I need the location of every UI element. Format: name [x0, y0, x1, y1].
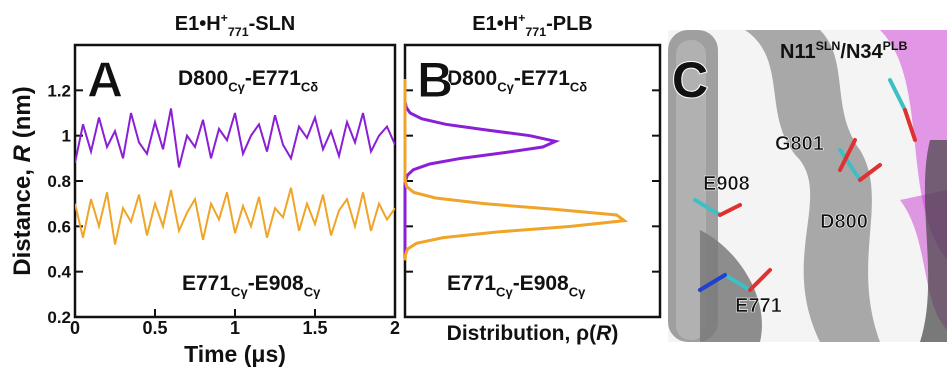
text-part: E771: [182, 272, 231, 295]
text-part: /N34: [840, 41, 883, 63]
y-tick-label: 0.6: [47, 217, 71, 236]
chart-title: E1•H+771-SLN: [175, 11, 296, 39]
x-tick-label: 0: [70, 318, 80, 338]
text-part: Distance,: [9, 162, 36, 275]
text-part: -E771: [245, 67, 301, 90]
x-axis-label: Time (μs): [184, 341, 286, 367]
text-part: Cγ: [304, 284, 321, 299]
panel-label: A: [87, 52, 123, 108]
text-part: SLN: [816, 39, 841, 53]
text-part: -E908: [513, 272, 569, 295]
text-part: D800: [447, 67, 497, 90]
y-axis-label: Distance, R (nm): [9, 86, 36, 275]
text-part: Distribution, ρ(: [447, 322, 596, 345]
text-part: R: [9, 144, 36, 162]
text-part: E1•H: [175, 13, 221, 35]
series-line: [75, 108, 395, 167]
text-part: Cγ: [496, 284, 513, 299]
text-part: PLB: [883, 39, 908, 53]
text-part: N11: [780, 41, 816, 63]
series-line: [75, 188, 395, 245]
y-tick-label: 1: [62, 127, 71, 146]
text-part: 771: [228, 25, 249, 39]
text-part: -SLN: [249, 13, 296, 35]
text-part: 771: [525, 25, 546, 39]
series-label: E771Cγ-E908Cγ: [447, 272, 586, 299]
text-part: Cγ: [228, 79, 245, 94]
residue-label: D800: [820, 211, 868, 233]
x-tick-label: 0.5: [142, 318, 167, 338]
text-part: Cγ: [231, 284, 248, 299]
series-label: E771Cγ-E908Cγ: [182, 272, 321, 299]
y-tick-label: 0.2: [47, 308, 71, 327]
text-part: R: [596, 322, 612, 345]
residue-label: G801: [775, 133, 824, 155]
series-label: D800Cγ-E771Cδ: [447, 67, 587, 94]
text-part: +: [518, 11, 525, 25]
y-tick-label: 0.8: [47, 172, 71, 191]
text-part: (nm): [9, 86, 36, 145]
text-part: ): [611, 322, 618, 345]
x-axis-label: Distribution, ρ(R): [447, 322, 619, 345]
y-tick-label: 0.4: [47, 263, 71, 282]
text-part: -E908: [248, 272, 304, 295]
residue-label: E771: [735, 295, 782, 317]
panel-label: B: [417, 52, 453, 108]
text-part: -PLB: [546, 13, 593, 35]
plot-area: [75, 108, 395, 244]
text-part: Cγ: [497, 79, 514, 94]
text-part: -E771: [514, 67, 570, 90]
figure: E1•H+771-SLN0.20.40.60.811.200.511.52D80…: [0, 0, 947, 372]
y-tick-label: 1.2: [47, 81, 71, 100]
chart-title: E1•H+771-PLB: [472, 11, 593, 39]
series-label: D800Cγ-E771Cδ: [178, 67, 318, 94]
text-part: Cγ: [569, 284, 586, 299]
x-tick-label: 1.5: [302, 318, 327, 338]
residue-label: E908: [703, 173, 750, 195]
text-part: E1•H: [472, 13, 518, 35]
text-part: Cδ: [301, 79, 318, 94]
x-tick-label: 2: [390, 318, 400, 338]
panel-label: C: [672, 52, 708, 108]
text-part: D800: [178, 67, 228, 90]
text-part: Cδ: [570, 79, 587, 94]
x-tick-label: 1: [230, 318, 240, 338]
text-part: E771: [447, 272, 496, 295]
text-part: +: [221, 11, 228, 25]
